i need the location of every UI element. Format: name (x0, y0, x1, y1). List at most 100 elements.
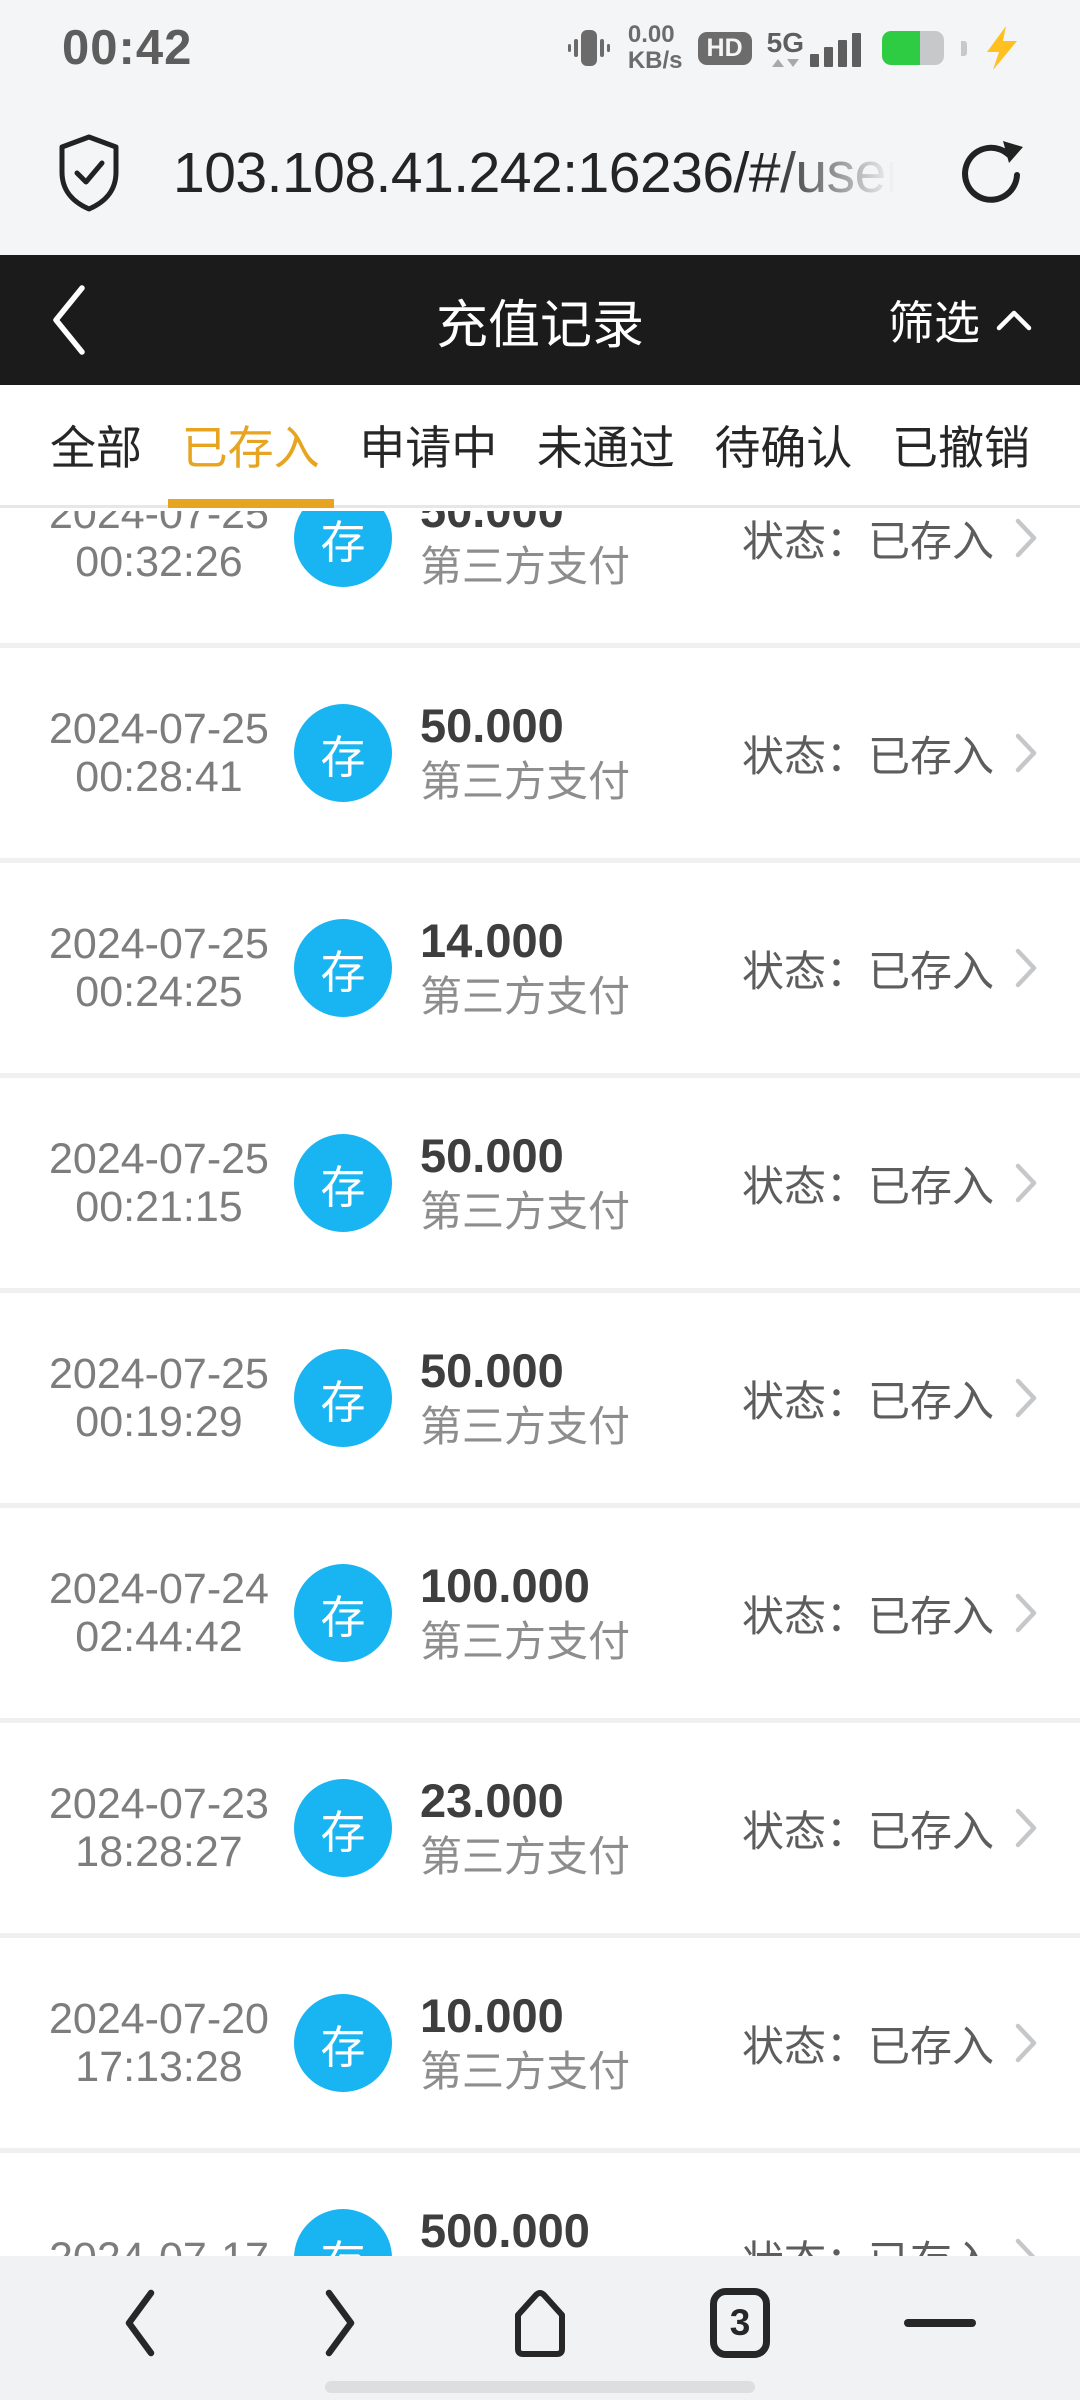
record-method: 第三方支付 (420, 543, 631, 590)
record-amount: 50.000 (420, 1129, 564, 1182)
record-info: 50.000 第三方支付 (420, 1346, 630, 1450)
record-info: 50.000 第三方支付 (420, 701, 630, 805)
status-bar: 00:42 0.00 KB/s HD 5G (0, 0, 1080, 90)
deposit-badge-icon: 存 (294, 1349, 392, 1447)
status-label: 状态： (741, 517, 868, 565)
record-row[interactable]: 2024-07-25 00:28:41 存 50.000 第三方支付 状态：已存… (0, 648, 1080, 863)
record-row[interactable]: 2024-07-20 17:13:28 存 10.000 第三方支付 状态：已存… (0, 1938, 1080, 2153)
nav-back-button[interactable] (95, 2278, 185, 2368)
record-time: 00:28:41 (75, 753, 243, 801)
tab-all[interactable]: 全部 (50, 422, 142, 474)
record-method: 第三方支付 (420, 1188, 631, 1235)
network-speed-unit: KB/s (627, 47, 683, 74)
status-label: 状态： (741, 1807, 868, 1855)
status-label: 状态： (741, 2022, 868, 2070)
record-method: 第三方支付 (420, 973, 631, 1020)
record-date: 2024-07-23 (49, 1780, 269, 1828)
chevron-right-icon (1014, 1377, 1038, 1419)
record-date: 2024-07-25 (49, 511, 269, 538)
hd-badge: HD (697, 31, 752, 65)
signal-bars-icon (810, 33, 861, 67)
record-time: 18:28:27 (75, 1828, 243, 1876)
status-value: 已存入 (867, 1592, 994, 1640)
url-fade-overlay (767, 139, 917, 206)
record-datetime: 2024-07-25 00:28:41 (40, 705, 278, 801)
network-type-label: 5G (766, 27, 804, 58)
record-row[interactable]: 2024-07-25 00:19:29 存 50.000 第三方支付 状态：已存… (0, 1293, 1080, 1508)
chevron-right-icon (1014, 1592, 1038, 1634)
record-info: 500.000 (420, 2206, 590, 2310)
record-method: 第三方支付 (420, 758, 631, 805)
record-datetime: 2024-07-24 02:44:42 (40, 1565, 278, 1661)
tab-applying[interactable]: 申请中 (359, 422, 498, 474)
chevron-up-icon (996, 310, 1032, 331)
status-label: 状态： (741, 1162, 868, 1210)
nav-menu-button[interactable] (895, 2278, 985, 2368)
record-datetime: 2024-07-25 00:32:26 (40, 511, 278, 586)
record-row[interactable]: 2024-07-25 00:24:25 存 14.000 第三方支付 状态：已存… (0, 863, 1080, 1078)
record-date: 2024-07-20 (49, 1995, 269, 2043)
status-label: 状态： (741, 732, 868, 780)
record-time: 00:21:15 (75, 1183, 243, 1231)
record-amount: 50.000 (420, 1344, 564, 1397)
record-amount: 500.000 (420, 2204, 590, 2257)
browser-url-bar[interactable]: 103.108.41.242:16236/#/user/recha (0, 90, 1080, 255)
record-datetime: 2024-07-25 00:19:29 (40, 1350, 278, 1446)
record-info: 10.000 第三方支付 (420, 1991, 630, 2095)
back-button[interactable] (48, 283, 90, 357)
status-value: 已存入 (867, 2022, 994, 2070)
charging-bolt-icon (987, 26, 1017, 70)
record-info: 100.000 第三方支付 (420, 1561, 630, 1665)
deposit-badge-icon: 存 (294, 1564, 392, 1662)
battery-icon (882, 31, 944, 65)
status-value: 已存入 (867, 947, 994, 995)
record-status: 状态：已存入 (742, 1798, 994, 1859)
filter-button[interactable]: 筛选 (888, 287, 1032, 353)
record-row[interactable]: 2024-07-25 00:21:15 存 50.000 第三方支付 状态：已存… (0, 1078, 1080, 1293)
nav-home-button[interactable] (495, 2278, 585, 2368)
url-field[interactable]: 103.108.41.242:16236/#/user/recha (173, 139, 917, 206)
security-shield-icon[interactable] (55, 132, 123, 214)
chevron-right-icon (1014, 1162, 1038, 1204)
home-indicator-handle[interactable] (325, 2381, 755, 2393)
record-info: 50.000 第三方支付 (420, 511, 630, 590)
refresh-icon[interactable] (957, 139, 1025, 207)
network-speed-value: 0.00 (627, 21, 675, 48)
page-header: 充值记录 筛选 (0, 255, 1080, 385)
status-label: 状态： (741, 1377, 868, 1425)
record-date: 2024-07-25 (49, 705, 269, 753)
record-row[interactable]: 2024-07-24 02:44:42 存 100.000 第三方支付 状态：已… (0, 1508, 1080, 1723)
status-filter-tabs: 全部 已存入 申请中 未通过 待确认 已撤销 (0, 385, 1080, 508)
tab-pending[interactable]: 待确认 (714, 422, 853, 474)
tab-revoked[interactable]: 已撤销 (891, 422, 1030, 474)
record-method: 第三方支付 (420, 1833, 631, 1880)
record-info: 14.000 第三方支付 (420, 916, 630, 1020)
browser-bottom-nav: 3 (0, 2256, 1080, 2400)
tab-deposited[interactable]: 已存入 (167, 385, 334, 508)
battery-tip (961, 40, 967, 56)
record-date: 2024-07-25 (49, 920, 269, 968)
status-icons: 0.00 KB/s HD 5G (565, 22, 1022, 74)
deposit-badge-icon: 存 (294, 1779, 392, 1877)
chevron-right-icon (1014, 2022, 1038, 2064)
record-datetime: 2024-07-20 17:13:28 (40, 1995, 278, 2091)
nav-tabs-button[interactable]: 3 (695, 2278, 785, 2368)
record-amount: 14.000 (420, 914, 564, 967)
tab-rejected[interactable]: 未通过 (536, 422, 675, 474)
record-time: 00:24:25 (75, 968, 243, 1016)
record-amount: 50.000 (420, 511, 630, 536)
filter-label: 筛选 (888, 297, 980, 349)
status-value: 已存入 (867, 1377, 994, 1425)
vibrate-icon (567, 30, 610, 66)
record-status: 状态：已存入 (742, 511, 994, 569)
record-row[interactable]: 2024-07-25 00:32:26 存 50.000 第三方支付 状态：已存… (0, 511, 1080, 648)
nav-forward-button[interactable] (295, 2278, 385, 2368)
record-datetime: 2024-07-25 00:21:15 (40, 1135, 278, 1231)
record-status: 状态：已存入 (742, 938, 994, 999)
record-row[interactable]: 2024-07-23 18:28:27 存 23.000 第三方支付 状态：已存… (0, 1723, 1080, 1938)
page-title: 充值记录 (435, 296, 645, 355)
chevron-right-icon (1014, 732, 1038, 774)
deposit-badge-icon: 存 (294, 919, 392, 1017)
record-time: 02:44:42 (75, 1613, 243, 1661)
status-value: 已存入 (867, 1807, 994, 1855)
